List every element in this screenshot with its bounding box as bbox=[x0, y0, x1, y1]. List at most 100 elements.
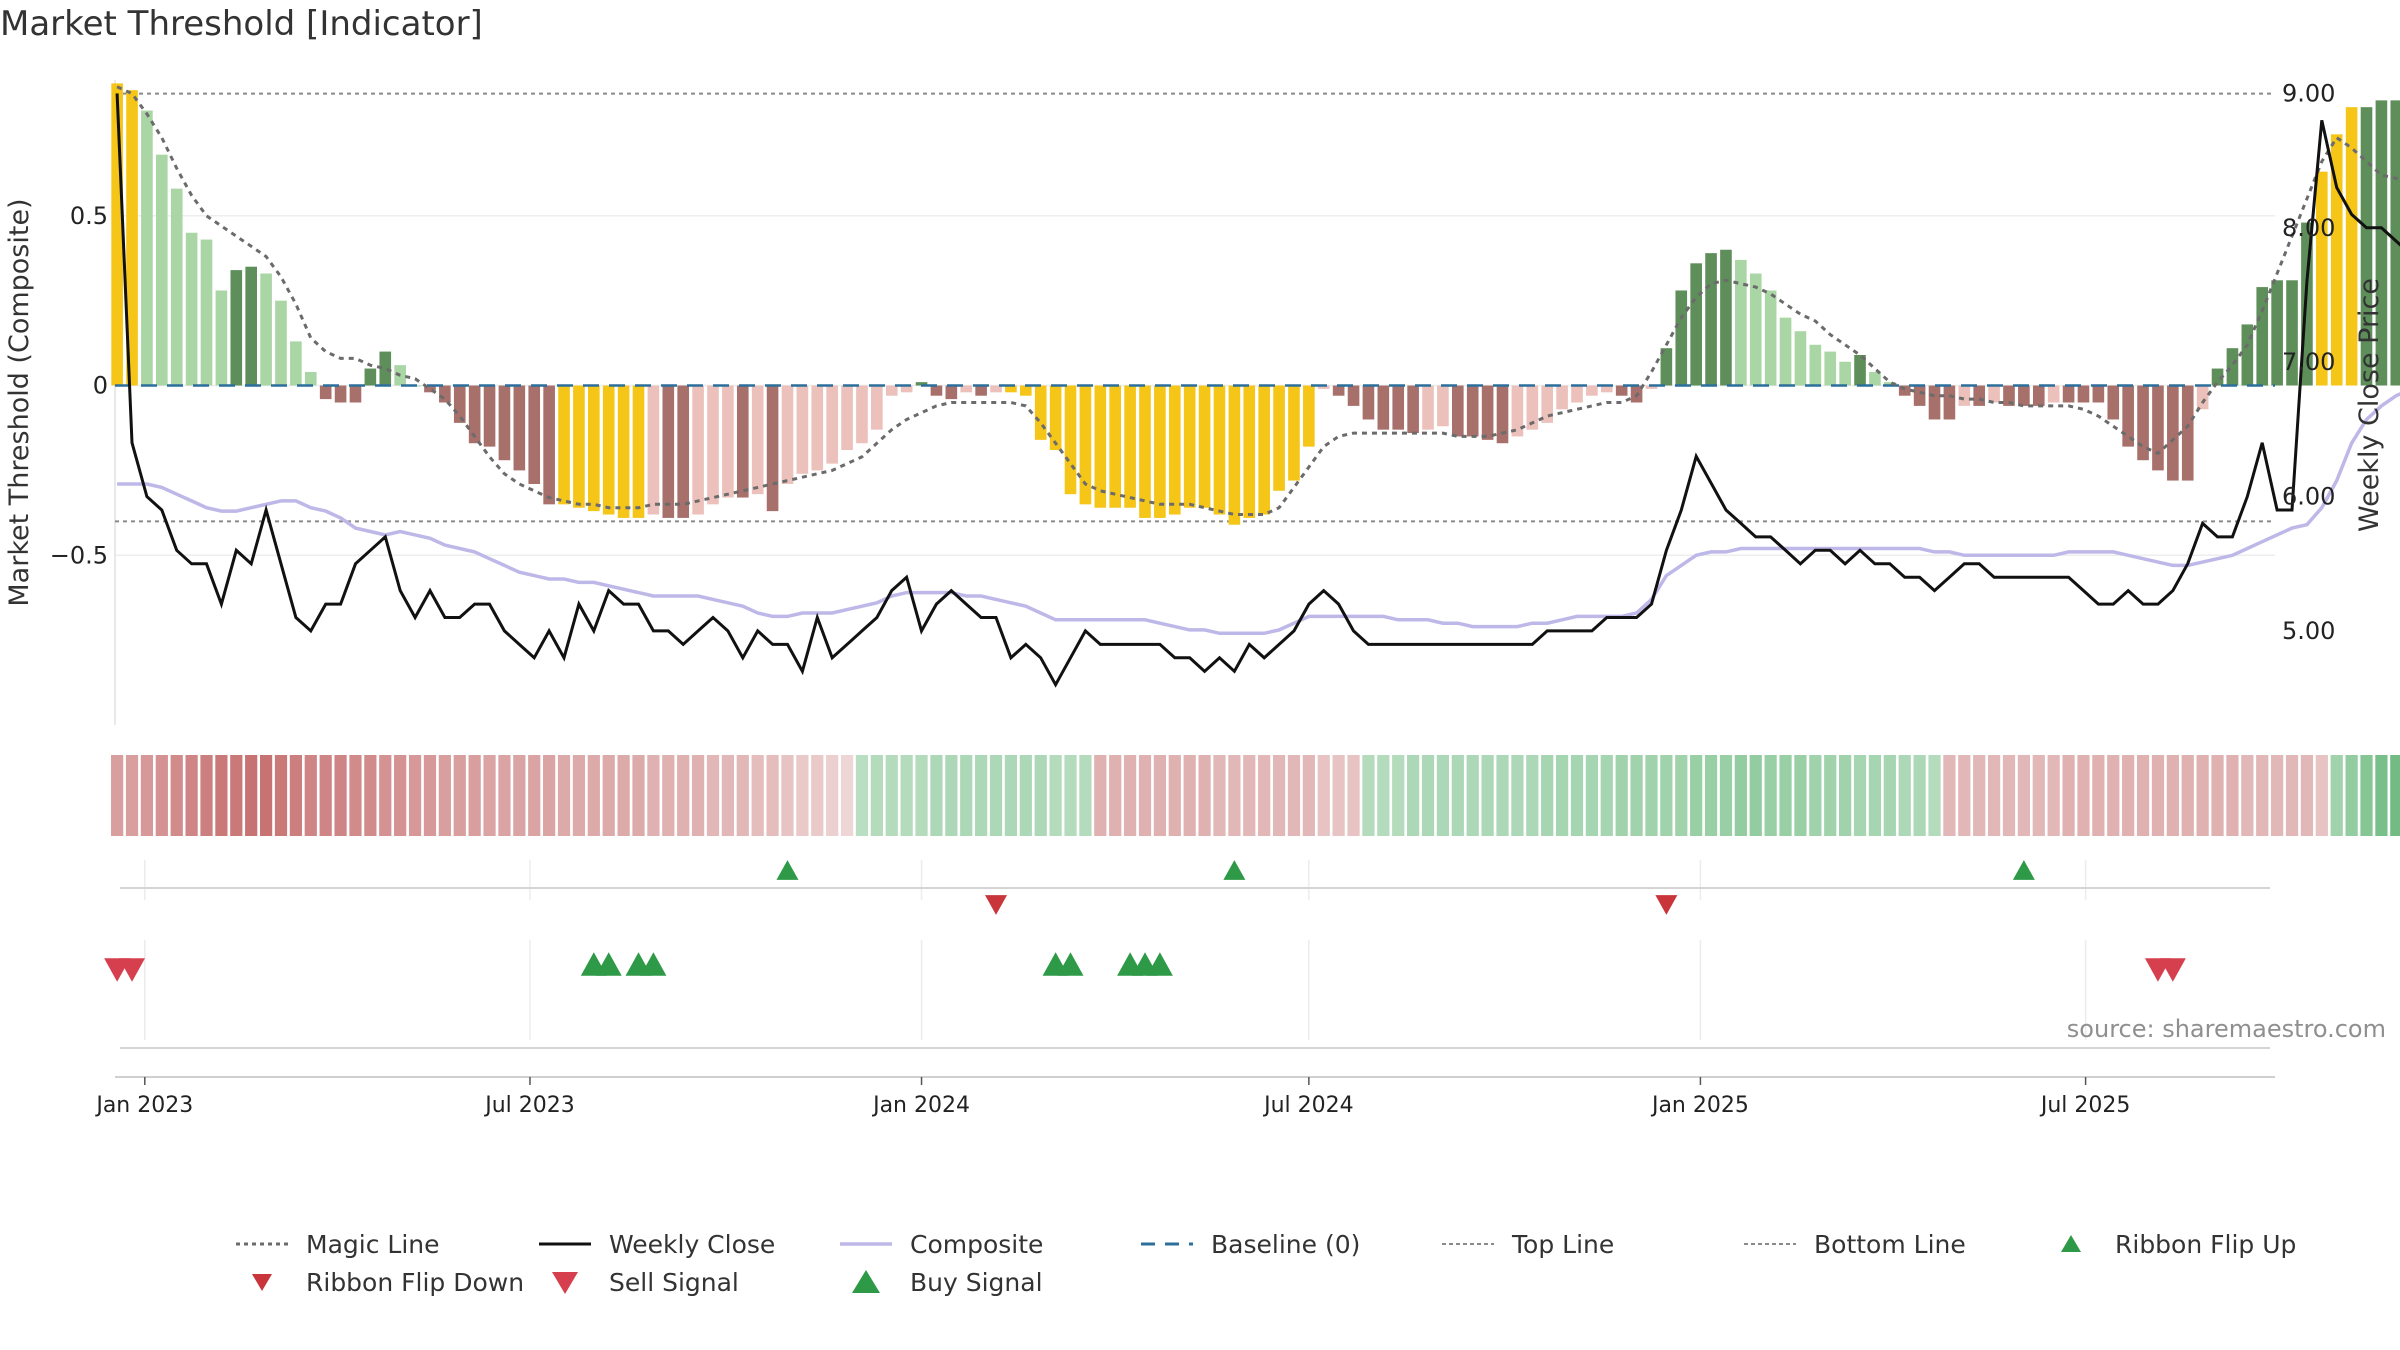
ribbon-cell bbox=[438, 755, 451, 836]
ribbon-cell bbox=[140, 755, 154, 836]
composite-bar bbox=[632, 385, 645, 518]
composite-bar bbox=[722, 385, 734, 498]
composite-bar bbox=[856, 385, 868, 444]
ribbon-cell bbox=[617, 755, 630, 836]
ribbon-cell bbox=[1332, 755, 1345, 836]
composite-line bbox=[117, 392, 2400, 636]
weekly-close-line bbox=[115, 93, 2400, 688]
composite-bar bbox=[2122, 385, 2134, 447]
composite-bar bbox=[1556, 385, 1568, 410]
composite-bar bbox=[736, 385, 749, 498]
ribbon-cell bbox=[1853, 755, 1867, 836]
ribbon-flip-up-marker bbox=[2012, 860, 2035, 880]
composite-bar bbox=[498, 385, 511, 461]
composite-bar bbox=[1511, 385, 1524, 437]
composite-bar bbox=[364, 368, 377, 386]
ribbon-cell bbox=[2300, 755, 2314, 836]
composite-bar bbox=[1884, 382, 1896, 386]
ribbon-cell bbox=[1809, 755, 1822, 836]
right-axis-label: Weekly Close Price bbox=[2354, 278, 2385, 532]
ribbon-cell bbox=[1198, 755, 1211, 836]
ribbon-flip-up-marker bbox=[1223, 860, 1246, 880]
left-tick-label: −0.5 bbox=[50, 541, 108, 569]
composite-bar bbox=[2152, 385, 2164, 471]
composite-bar bbox=[2196, 385, 2209, 410]
composite-bar bbox=[1452, 385, 1464, 437]
ribbon-cell bbox=[170, 755, 183, 836]
ribbon-cell bbox=[1749, 755, 1762, 836]
left-axis-label: Market Threshold (Composite) bbox=[4, 198, 35, 606]
ribbon-cell bbox=[826, 755, 839, 836]
composite-bar bbox=[960, 385, 973, 393]
ribbon-cell bbox=[2107, 755, 2120, 836]
ribbon-cell bbox=[736, 755, 749, 836]
ribbon-cell bbox=[2077, 755, 2090, 836]
composite-bar bbox=[1541, 385, 1554, 423]
ribbon-cell bbox=[1898, 755, 1911, 836]
ribbon-cell bbox=[215, 755, 228, 836]
ribbon-cell bbox=[528, 755, 541, 836]
composite-bar bbox=[1720, 249, 1732, 386]
composite-bar bbox=[453, 385, 466, 423]
composite-bar bbox=[379, 351, 392, 386]
ribbon-cell bbox=[1660, 755, 1673, 836]
composite-bar bbox=[573, 385, 585, 508]
composite-bar bbox=[1898, 385, 1911, 396]
ribbon-cell bbox=[721, 755, 734, 836]
composite-bar bbox=[1139, 385, 1151, 518]
ribbon-cell bbox=[1362, 755, 1375, 836]
composite-bar bbox=[602, 385, 615, 515]
ribbon-cell bbox=[1511, 755, 1524, 836]
ribbon-cell bbox=[483, 755, 496, 836]
composite-bar bbox=[1705, 253, 1717, 386]
composite-bar bbox=[2047, 385, 2060, 403]
composite-bar bbox=[2181, 385, 2194, 481]
ribbon-cell bbox=[1243, 755, 1256, 836]
composite-bar bbox=[796, 385, 809, 474]
right-tick-label: 8.00 bbox=[2282, 214, 2335, 242]
composite-bar bbox=[766, 385, 779, 512]
composite-bar bbox=[1124, 385, 1136, 508]
composite-bar bbox=[677, 385, 690, 518]
ribbon-cell bbox=[1109, 755, 1122, 836]
x-tick-label: Jul 2023 bbox=[483, 1093, 575, 1118]
ribbon-cell bbox=[2271, 755, 2284, 836]
ribbon-cell bbox=[1183, 755, 1196, 836]
composite-bar bbox=[692, 385, 704, 515]
ribbon-cell bbox=[1436, 755, 1450, 836]
composite-bar bbox=[1094, 385, 1107, 508]
ribbon-cell bbox=[1287, 755, 1301, 836]
composite-bar bbox=[2003, 385, 2015, 406]
ribbon-cell bbox=[2211, 755, 2224, 836]
ribbon-cell bbox=[840, 755, 854, 836]
composite-bar bbox=[662, 385, 675, 518]
composite-bar bbox=[1958, 385, 1971, 406]
composite-bar bbox=[2226, 348, 2239, 386]
ribbon-flip-down-marker bbox=[985, 895, 1008, 915]
composite-bar bbox=[439, 385, 451, 403]
ribbon-cell bbox=[304, 755, 317, 836]
ribbon-cell bbox=[870, 755, 883, 836]
ribbon-cell bbox=[796, 755, 809, 836]
composite-bar bbox=[304, 371, 317, 386]
ribbon-cell bbox=[1079, 755, 1092, 836]
ribbon-cell bbox=[1392, 755, 1405, 836]
ribbon-cell bbox=[1973, 755, 1986, 836]
ribbon-cell bbox=[379, 755, 392, 836]
composite-bar bbox=[841, 385, 853, 451]
x-tick-label: Jul 2024 bbox=[1262, 1093, 1354, 1118]
ribbon-cell bbox=[1690, 755, 1703, 836]
composite-bar bbox=[1764, 290, 1777, 386]
composite-bar bbox=[2390, 100, 2400, 386]
ribbon-cell bbox=[647, 755, 660, 836]
composite-bar bbox=[349, 385, 362, 403]
composite-bar bbox=[1496, 385, 1509, 444]
composite-bar bbox=[1034, 385, 1047, 440]
composite-bar bbox=[1794, 331, 1807, 386]
ribbon-cell bbox=[1138, 755, 1152, 836]
right-tick-label: 9.00 bbox=[2282, 79, 2335, 107]
ribbon-cell bbox=[1645, 755, 1658, 836]
ribbon-cell bbox=[259, 755, 273, 836]
composite-bar bbox=[1273, 385, 1285, 491]
composite-bar bbox=[1198, 385, 1211, 508]
